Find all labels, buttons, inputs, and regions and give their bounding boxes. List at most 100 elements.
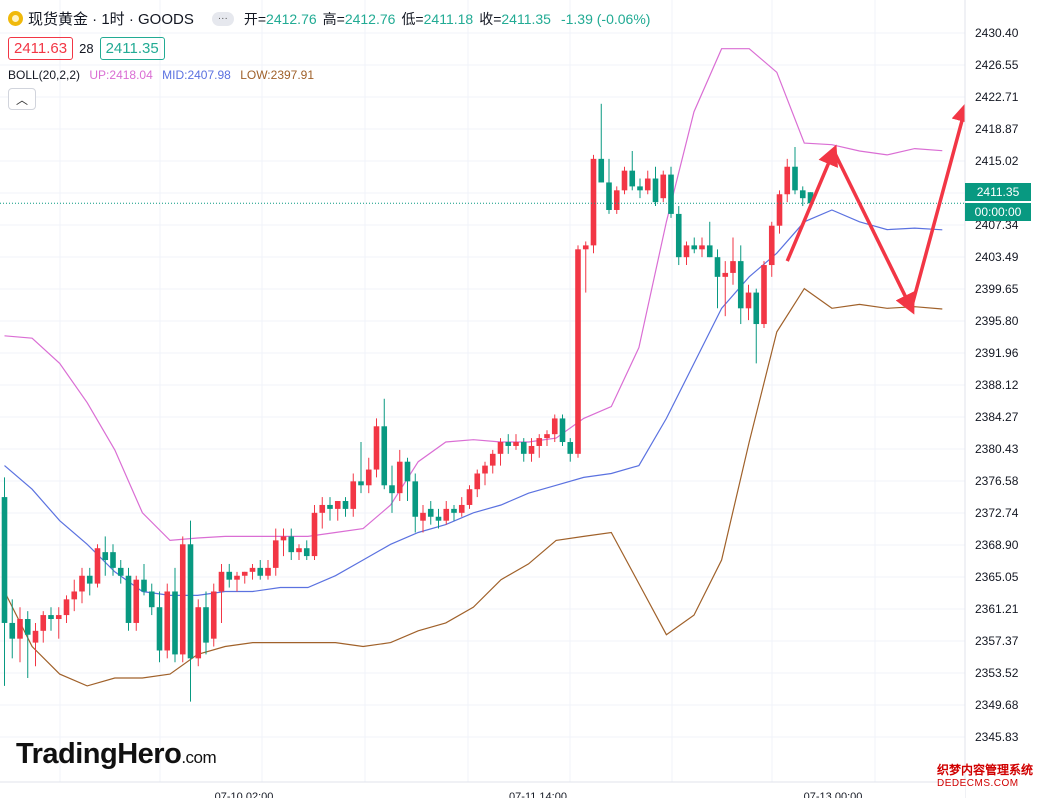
price-axis-bg [965, 0, 1047, 798]
indicator-legend[interactable]: BOLL(20,2,2) UP:2418.04 MID:2407.98 LOW:… [8, 68, 314, 82]
candle-body [350, 481, 357, 509]
candle-body [691, 245, 698, 250]
candle-body [528, 445, 535, 454]
price-tick: 2391.96 [975, 346, 1019, 360]
candle-body [218, 571, 225, 592]
candle-body [110, 552, 116, 568]
candle-body [513, 442, 519, 446]
candle-body [319, 504, 326, 513]
price-tick: 2422.71 [975, 90, 1019, 104]
candle-body [141, 579, 147, 592]
candle-body [311, 512, 318, 557]
candle-body [451, 508, 457, 513]
boll-upper-line [4, 48, 943, 542]
price-tick: 2415.02 [975, 154, 1019, 168]
price-tick: 2349.68 [975, 698, 1019, 712]
candle-body [536, 438, 543, 446]
candle-body [598, 158, 605, 183]
price-tick: 2380.43 [975, 442, 1019, 456]
candle-body [17, 619, 23, 639]
price-tick: 2418.87 [975, 122, 1019, 136]
open-value: 2412.76 [266, 10, 317, 27]
candle-body [265, 567, 271, 576]
candle-body [412, 481, 419, 517]
candle-body [652, 178, 659, 203]
candle-body [280, 536, 287, 541]
candle-body [637, 186, 643, 191]
candle-body [396, 461, 403, 494]
candle-body [737, 261, 744, 309]
candle-body [296, 548, 302, 553]
candle-body [668, 174, 674, 214]
price-change: -1.39 (-0.06%) [560, 10, 651, 27]
watermark-line1: 织梦内容管理系统 [937, 763, 1034, 777]
boll-lower-line [3, 287, 943, 687]
price-tick: 2430.40 [975, 26, 1019, 40]
price-tick: 2361.21 [975, 602, 1019, 616]
watermark-line2: DEDECMS.COM [937, 778, 1019, 789]
price-tick: 2403.49 [975, 250, 1019, 264]
price-tick: 2388.12 [975, 378, 1019, 392]
price-tick: 2365.05 [975, 570, 1019, 584]
more-options-icon[interactable]: ··· [211, 11, 234, 26]
candle-body [79, 575, 85, 592]
gold-coin-icon [8, 11, 23, 26]
candle-body [466, 489, 473, 505]
candle-body [559, 418, 566, 443]
chevron-up-icon: ︿ [15, 92, 28, 107]
boll-mid-value: MID:2407.98 [162, 68, 231, 82]
candle-body [358, 481, 364, 486]
candle-body [241, 571, 248, 576]
price-tick: 2372.74 [975, 506, 1019, 520]
candle-body [551, 418, 558, 435]
indicator-name: BOLL(20,2,2) [8, 68, 81, 82]
candle-body [203, 607, 209, 643]
price-tick: 2384.27 [975, 410, 1019, 424]
candle-body [544, 434, 550, 439]
quote-row: 2411.63 28 2411.35 [8, 37, 165, 60]
candle-body [776, 194, 783, 226]
candle-body [117, 567, 124, 576]
candle-body [249, 567, 256, 572]
price-tick: 2353.52 [975, 666, 1019, 680]
candle-body [86, 575, 93, 584]
candle-body [24, 619, 31, 635]
candle-body [567, 442, 574, 454]
low-value: 2411.18 [423, 10, 474, 27]
symbol-title[interactable]: 现货黄金 · 1时 · GOODS [28, 11, 194, 28]
annotation-arrow [785, 144, 838, 262]
candle-body [288, 536, 295, 553]
candle-body [761, 265, 767, 325]
logo-domain: .com [181, 748, 217, 767]
candle-body [9, 622, 16, 639]
boll-upper-value: UP:2418.04 [89, 68, 153, 82]
sell-price-button[interactable]: 2411.63 [8, 37, 74, 60]
candle-body [575, 249, 581, 454]
candle-body [342, 501, 349, 509]
candle-body [32, 630, 39, 643]
candle-body [784, 166, 791, 195]
collapse-legend-button[interactable]: ︿ [8, 88, 36, 110]
candle-body [257, 567, 264, 576]
candle-body [195, 607, 202, 659]
candle-body [443, 508, 450, 521]
ohlc-low: 低=2411.18 [401, 9, 473, 29]
candle-body [768, 225, 775, 266]
dedecms-watermark: 织梦内容管理系统 DEDECMS.COM [937, 763, 1033, 791]
high-label: 高= [322, 10, 345, 27]
candle-body [55, 615, 62, 620]
candle-body [629, 170, 636, 187]
candle-body [125, 575, 132, 623]
candle-body [497, 442, 504, 454]
candle-body [458, 504, 465, 513]
candle-body [606, 182, 612, 210]
buy-price-button[interactable]: 2411.35 [99, 37, 165, 60]
candle-body [373, 426, 380, 470]
candle-body [621, 170, 628, 191]
ohlc-high: 高=2412.76 [323, 9, 396, 29]
high-value: 2412.76 [344, 10, 396, 27]
boll-mid-line [4, 209, 943, 597]
last-price-label: 2411.35 [965, 183, 1031, 201]
candle-body [745, 292, 752, 309]
